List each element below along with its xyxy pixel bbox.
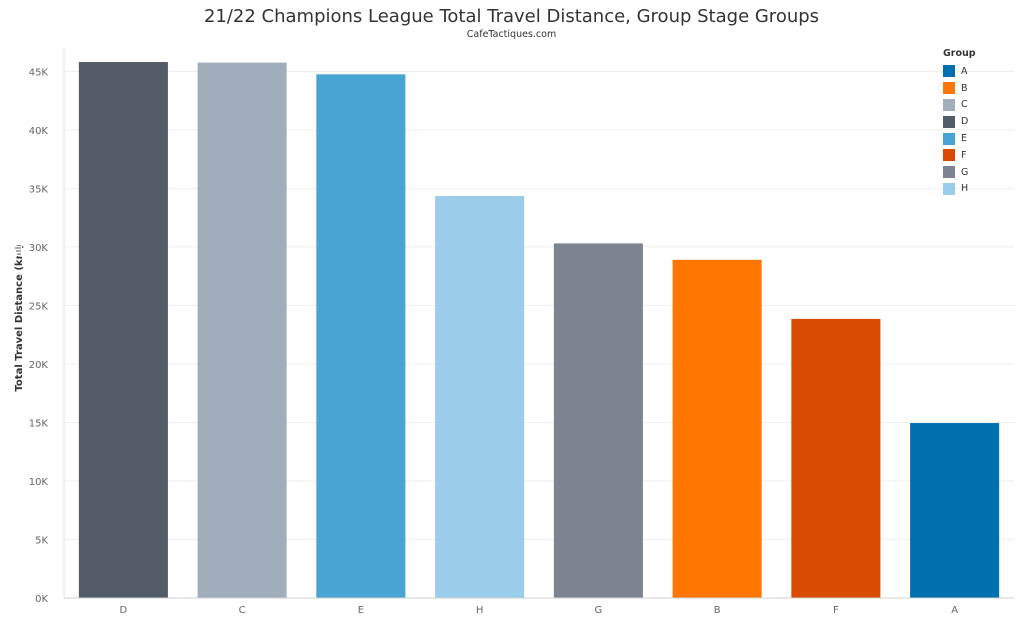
legend-label: F [961, 149, 967, 161]
bar-A[interactable] [910, 423, 1000, 598]
bar-E[interactable] [316, 74, 406, 599]
y-tick-label: 20K [29, 360, 49, 371]
bar-D[interactable] [78, 62, 168, 599]
legend-label: H [961, 183, 969, 195]
y-tick-label: 35K [29, 184, 49, 195]
y-tick-label: 30K [29, 243, 49, 254]
y-tick-label: 25K [29, 301, 49, 312]
y-tick-label: 5K [35, 535, 48, 546]
x-tick-label: B [714, 605, 721, 616]
legend-label: G [961, 166, 969, 178]
legend-label: A [961, 65, 968, 77]
y-tick-label: 10K [29, 477, 49, 488]
bar-C[interactable] [197, 62, 287, 598]
legend-label: C [961, 99, 968, 111]
bar-H[interactable] [435, 196, 525, 598]
bar-G[interactable] [553, 243, 643, 598]
legend-item-C[interactable]: C [943, 97, 976, 114]
legend-item-F[interactable]: F [943, 147, 976, 164]
legend-item-B[interactable]: B [943, 80, 976, 97]
x-tick-label: E [358, 605, 364, 616]
legend-swatch [943, 149, 955, 162]
y-tick-label: 40K [29, 126, 49, 137]
legend-item-H[interactable]: H [943, 181, 976, 198]
legend-swatch [943, 115, 955, 128]
legend-swatch [943, 98, 955, 111]
bars [78, 62, 1000, 599]
legend-swatch [943, 65, 955, 78]
legend-item-E[interactable]: E [943, 130, 976, 147]
legend-swatch [943, 166, 955, 179]
legend-title: Group [943, 48, 976, 59]
legend-item-G[interactable]: G [943, 164, 976, 181]
chart-subtitle: CafeTactiques.com [466, 29, 557, 40]
y-tick-label: 15K [29, 418, 49, 429]
y-axis: 0K 5K 10K 15K 20K 25K 30K 35K 40K 45K [29, 48, 65, 605]
y-tick-label: 0K [35, 594, 48, 605]
legend-swatch [943, 82, 955, 95]
legend-label: B [961, 82, 968, 94]
x-tick-label: D [120, 605, 128, 616]
chart-title: 21/22 Champions League Total Travel Dist… [203, 6, 820, 27]
x-tick-label: H [476, 605, 484, 616]
x-tick-label: G [595, 605, 603, 616]
legend-swatch [943, 182, 955, 195]
legend-item-A[interactable]: A [943, 63, 976, 80]
x-tick-label: C [239, 605, 246, 616]
legend-item-D[interactable]: D [943, 113, 976, 130]
sort-icon[interactable] [14, 246, 22, 256]
bar-B[interactable] [672, 259, 762, 598]
bar-F[interactable] [791, 318, 881, 598]
y-axis-title: Total Travel Distance (km) [14, 244, 25, 391]
legend-label: D [961, 116, 969, 128]
y-tick-label: 45K [29, 67, 49, 78]
legend-swatch [943, 132, 955, 145]
x-tick-label: A [951, 605, 958, 616]
x-tick-label: F [833, 605, 839, 616]
legend-label: E [961, 133, 968, 145]
